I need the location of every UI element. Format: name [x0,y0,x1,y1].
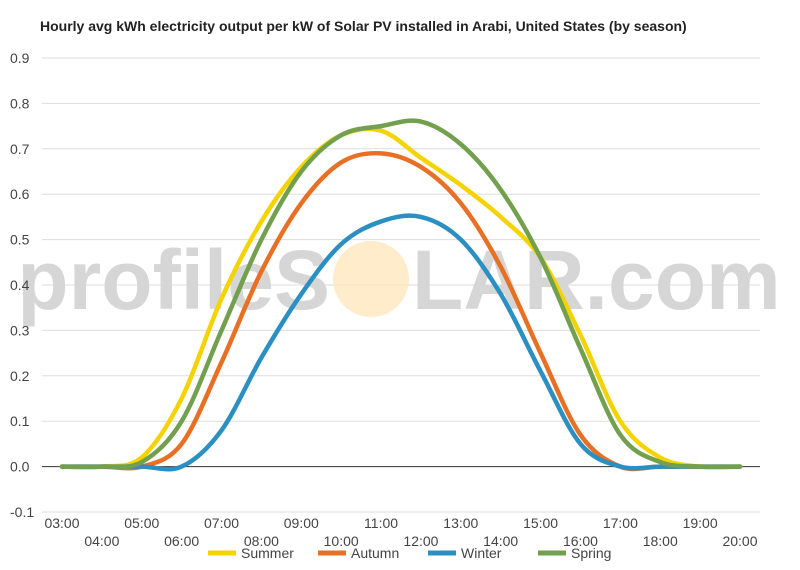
legend-label-spring: Spring [571,545,611,561]
y-tick-label: 0.1 [10,413,30,429]
x-tick-label: 06:00 [164,533,199,549]
y-tick-label: 0.7 [10,141,30,157]
legend-label-summer: Summer [241,545,294,561]
y-tick-label: 0.4 [10,277,30,293]
x-tick-label: 16:00 [563,533,598,549]
watermark: profileS LAR.com [17,233,780,327]
watermark-text-left: profileS [17,233,330,327]
series-line-winter [59,213,743,472]
x-tick-label: 05:00 [124,515,159,531]
x-tick-label: 17:00 [603,515,638,531]
y-tick-label: 0.6 [10,186,30,202]
chart-title: Hourly avg kWh electricity output per kW… [40,18,687,34]
y-tick-label: 0.5 [10,232,30,248]
grid-lines [42,57,760,513]
x-tick-label: 18:00 [643,533,678,549]
legend-label-autumn: Autumn [351,545,399,561]
watermark-sun-logo [333,241,409,317]
x-axis: 03:00 04:00 05:00 06:00 07:00 08:00 09:00 10:00… [44,515,757,549]
series-lines [59,118,743,472]
x-tick-label: 20:00 [722,533,757,549]
y-tick-label: -0.1 [10,504,34,520]
x-tick-label: 07:00 [204,515,239,531]
x-tick-label: 10:00 [324,533,359,549]
x-tick-label: 12:00 [403,533,438,549]
y-tick-label: 0.0 [10,459,30,475]
legend: Summer Autumn Winter Spring [208,545,611,561]
series-line-spring [59,118,743,470]
watermark-text-right: LAR.com [412,233,781,327]
x-tick-label: 09:00 [284,515,319,531]
y-tick-label: 0.2 [10,368,30,384]
x-tick-label: 14:00 [483,533,518,549]
x-tick-label: 04:00 [84,533,119,549]
y-tick-label: 0.3 [10,322,30,338]
x-tick-label: 13:00 [443,515,478,531]
series-line-summer [59,126,743,470]
legend-label-winter: Winter [461,545,502,561]
x-tick-label: 08:00 [244,533,279,549]
x-tick-label: 11:00 [364,515,398,531]
y-tick-label: 0.8 [10,95,30,111]
y-tick-label: 0.9 [10,50,30,66]
x-tick-label: 15:00 [523,515,558,531]
x-tick-label: 19:00 [683,515,718,531]
x-tick-label: 03:00 [44,515,79,531]
y-axis: -0.1 0.0 0.1 0.2 0.3 0.4 0.5 0.6 0.7 0.8 0.9 [10,50,34,520]
